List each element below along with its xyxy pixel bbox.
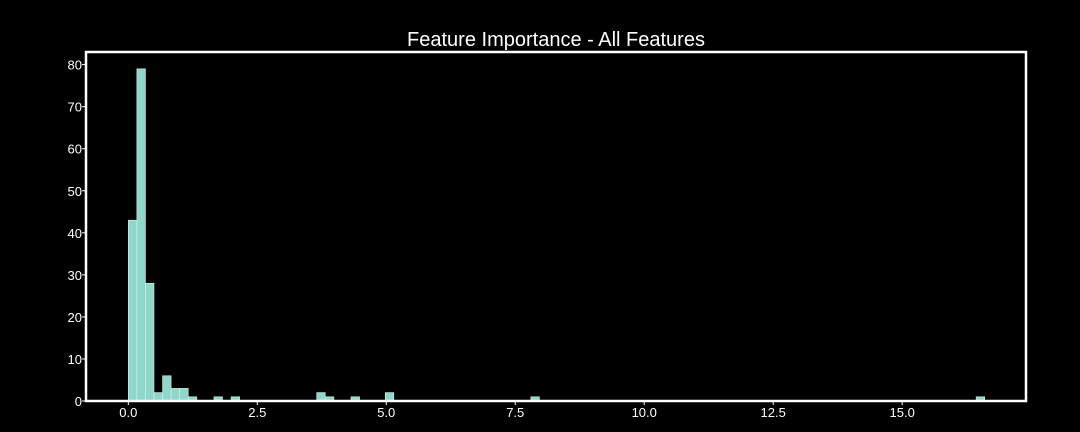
y-tick-label: 60 <box>68 142 82 157</box>
x-tick-label: 15.0 <box>890 405 915 420</box>
y-tick-label: 70 <box>68 100 82 115</box>
y-tick-label: 30 <box>68 268 82 283</box>
y-tick-label: 50 <box>68 184 82 199</box>
plot-frame <box>84 50 1028 403</box>
histogram-bar <box>170 388 180 402</box>
x-tick-label: 12.5 <box>761 405 786 420</box>
histogram-bar <box>316 392 326 402</box>
x-tick-label: 0.0 <box>119 405 137 420</box>
x-tick-label: 2.5 <box>248 405 266 420</box>
bars-group <box>128 68 986 402</box>
x-tick-label: 7.5 <box>506 405 524 420</box>
histogram-bar <box>179 388 189 402</box>
chart-title: Feature Importance - All Features <box>407 29 705 51</box>
histogram-bar <box>136 68 146 402</box>
histogram-bar <box>145 282 155 402</box>
y-tick-label: 20 <box>68 310 82 325</box>
y-tick-label: 0 <box>75 394 82 409</box>
x-tick-label: 10.0 <box>632 405 657 420</box>
histogram-bar <box>153 392 163 402</box>
x-axis-ticks: 0.0 2.5 5.0 7.5 10.0 12.5 15.0 <box>119 401 915 420</box>
y-tick-label: 10 <box>68 352 82 367</box>
y-tick-label: 40 <box>68 226 82 241</box>
histogram-bar <box>384 392 395 402</box>
y-tick-label: 80 <box>68 58 82 73</box>
histogram-bar <box>162 375 172 402</box>
x-tick-label: 5.0 <box>377 405 395 420</box>
y-axis-ticks: 0 10 20 30 40 50 60 70 80 <box>68 58 86 409</box>
histogram-bar <box>128 219 138 402</box>
